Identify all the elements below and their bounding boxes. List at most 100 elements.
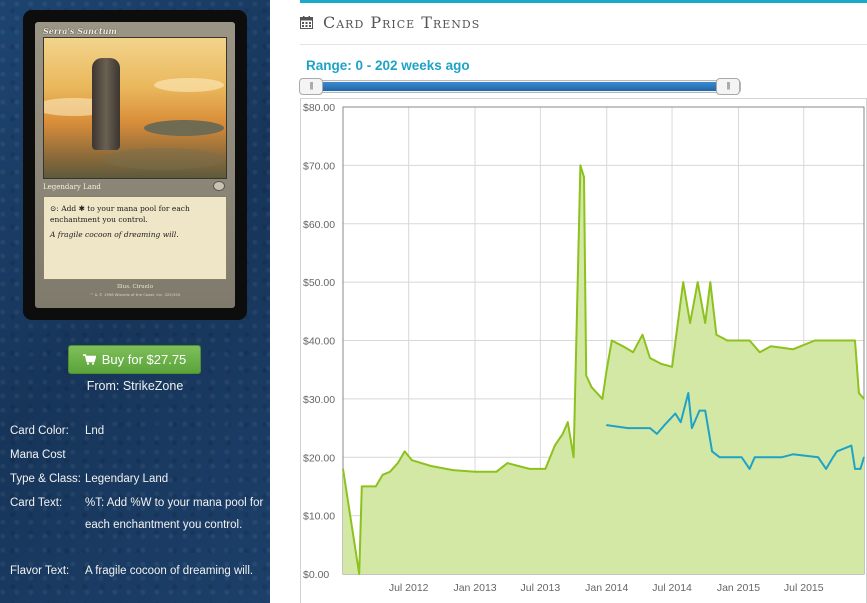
series-point-1 (836, 450, 838, 453)
x-tick-label: Jul 2012 (389, 582, 429, 594)
y-tick-label: $60.00 (303, 219, 335, 231)
series-point-0 (474, 471, 476, 473)
series-point-1 (687, 392, 690, 394)
series-point-0 (814, 339, 816, 342)
series-point-0 (836, 339, 838, 342)
series-point-1 (850, 444, 853, 447)
series-point-0 (585, 374, 587, 377)
series-point-1 (740, 456, 743, 459)
series-point-0 (758, 351, 761, 353)
set-symbol-icon (213, 181, 225, 191)
calendar-icon (300, 15, 313, 29)
series-point-0 (726, 339, 729, 342)
series-point-0 (854, 339, 856, 342)
series-point-1 (863, 456, 865, 459)
x-tick-label: Jan 2014 (585, 582, 628, 594)
card-type-line: Legendary Land (43, 183, 101, 191)
card-illustrator: Illus. Ciruelo (116, 284, 154, 290)
series-point-1 (698, 409, 701, 412)
panel-header: Card Price Trends (300, 10, 480, 34)
series-point-0 (863, 398, 865, 400)
series-point-0 (544, 468, 547, 470)
price-chart: $0.00 $10.00 $20.00 $30.00 $40.00 $50.00 $60.0… (300, 98, 867, 603)
series-point-0 (610, 339, 613, 342)
card-name: Serra's Sanctum (43, 26, 117, 36)
series-point-0 (792, 348, 794, 351)
series-point-0 (649, 357, 651, 359)
series-point-0 (689, 322, 691, 324)
seller-name: From: StrikeZone (86, 379, 184, 393)
series-point-0 (553, 444, 556, 447)
series-point-0 (632, 351, 634, 353)
series-point-1 (792, 453, 794, 456)
series-point-0 (495, 471, 498, 473)
range-slider-start-handle[interactable] (299, 78, 323, 95)
range-label: Range: 0 - 202 weeks ago (306, 58, 470, 73)
series-point-0 (360, 485, 363, 488)
card-copyright: ™ & © 1998 Wizards of the Coast, Inc. 32… (89, 292, 181, 297)
series-point-0 (517, 465, 520, 467)
y-tick-label: $20.00 (303, 452, 335, 464)
card-frame: Serra's Sanctum Legendary Land ⊙: Add ✱ … (35, 22, 235, 308)
detail-label: Flavor Text: (10, 565, 70, 577)
detail-row-mana-cost: Mana Cost (10, 444, 270, 466)
series-point-0 (770, 345, 772, 348)
series-point-0 (696, 281, 699, 283)
series-point-0 (572, 456, 575, 459)
series-point-1 (854, 468, 856, 470)
y-tick-label: $30.00 (303, 394, 335, 406)
detail-row-color: Card Color: Lnd (10, 420, 270, 442)
series-point-0 (452, 469, 454, 471)
series-point-1 (780, 456, 783, 459)
series-point-1 (656, 433, 658, 435)
header-divider (300, 44, 867, 45)
series-point-0 (375, 485, 377, 488)
range-slider[interactable] (299, 78, 741, 95)
detail-label: Type & Class: (10, 473, 81, 485)
x-tick-label: Jul 2014 (652, 582, 692, 594)
card-text-box: ⊙: Add ✱ to your mana pool for each ench… (43, 196, 227, 280)
series-point-1 (832, 456, 834, 459)
y-tick-label: $80.00 (303, 102, 335, 114)
shopping-cart-icon (82, 354, 96, 365)
y-tick-label: $70.00 (303, 160, 335, 172)
series-point-0 (579, 164, 582, 167)
card-sidebar: Serra's Sanctum Legendary Land ⊙: Add ✱ … (0, 0, 270, 603)
price-trends-panel: Card Price Trends Range: 0 - 202 weeks a… (299, 0, 867, 603)
y-tick-label: $50.00 (303, 277, 335, 289)
detail-value: A fragile cocoon of dreaming will. (85, 565, 254, 577)
series-point-1 (674, 412, 677, 415)
card-art (43, 37, 227, 179)
series-point-1 (817, 456, 819, 459)
series-point-1 (649, 427, 651, 429)
series-point-0 (622, 345, 624, 348)
series-point-0 (411, 459, 413, 461)
x-tick-label: Jan 2015 (717, 582, 760, 594)
x-tick-label: Jul 2013 (521, 582, 561, 594)
series-point-0 (748, 339, 751, 342)
accent-rule (300, 0, 867, 3)
detail-label: Card Text: (10, 497, 63, 509)
series-point-1 (704, 409, 707, 412)
detail-value: Lnd (85, 425, 105, 437)
range-slider-end-handle[interactable] (716, 78, 740, 95)
series-point-0 (704, 322, 707, 324)
series-point-0 (561, 433, 564, 435)
series-point-1 (733, 456, 735, 459)
detail-row-card-text: Card Text: %T: Add %W to your mana pool … (10, 492, 270, 558)
series-point-0 (858, 392, 860, 394)
series-area-0 (343, 165, 864, 574)
card-image: Serra's Sanctum Legendary Land ⊙: Add ✱ … (23, 10, 247, 320)
x-tick-label: Jan 2013 (453, 582, 496, 594)
series-point-1 (627, 427, 629, 429)
buy-button[interactable]: Buy for $27.75 (68, 345, 201, 374)
card-flavor-text: A fragile cocoon of dreaming will. (50, 230, 179, 239)
series-point-0 (715, 333, 718, 336)
series-point-0 (381, 473, 384, 476)
x-tick-label: Jul 2015 (784, 582, 824, 594)
series-point-0 (358, 573, 361, 575)
series-point-0 (671, 365, 673, 368)
series-point-0 (709, 281, 712, 283)
series-point-0 (403, 450, 406, 453)
series-point-1 (711, 450, 713, 453)
